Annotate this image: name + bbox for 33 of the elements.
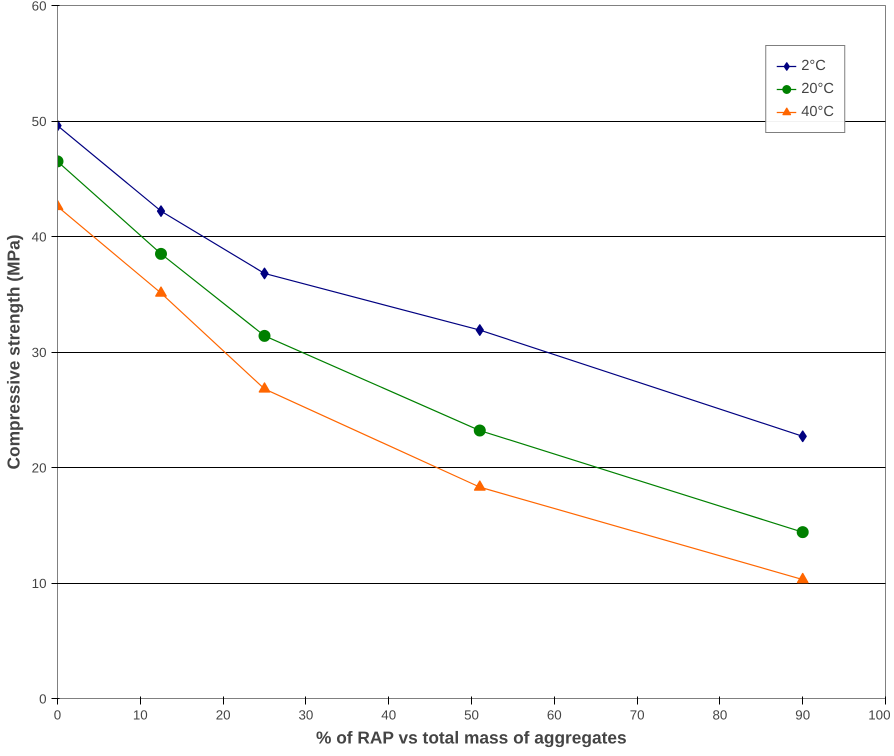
point [796, 526, 809, 538]
y-axis-title: Compressive strength (MPa) [4, 234, 24, 470]
y-tick-label: 60 [32, 0, 47, 14]
point [260, 267, 269, 280]
point [258, 382, 270, 393]
x-axis-title: % of RAP vs total mass of aggregates [316, 728, 627, 748]
x-tick-label: 100 [868, 708, 891, 722]
point [155, 248, 167, 260]
y-tick-label: 50 [32, 114, 47, 129]
y-tick-label: 0 [39, 692, 47, 706]
x-tick-label: 60 [546, 708, 562, 722]
point [155, 286, 167, 297]
legend-label: 40°C [801, 104, 834, 120]
x-tick-label: 30 [298, 708, 314, 722]
x-tick-label: 20 [216, 708, 231, 722]
x-tick-label: 50 [464, 708, 479, 722]
point [796, 572, 809, 584]
x-tick-label: 0 [54, 708, 62, 722]
y-tick-label: 20 [32, 460, 47, 476]
legend-label: 2°C [801, 58, 826, 74]
point [156, 205, 166, 218]
y-tick-label: 40 [32, 230, 47, 244]
x-tick-label: 40 [381, 708, 396, 722]
legend-label: 20°C [801, 81, 834, 97]
point [474, 480, 486, 491]
y-tick-label: 30 [32, 345, 47, 360]
y-tick-label: 10 [32, 576, 47, 591]
point [474, 424, 486, 437]
x-tick-label: 70 [630, 708, 645, 722]
x-tick-label: 80 [712, 708, 728, 722]
x-tick-label: 10 [132, 708, 148, 722]
point [258, 330, 270, 342]
x-tick-label: 90 [795, 708, 810, 722]
